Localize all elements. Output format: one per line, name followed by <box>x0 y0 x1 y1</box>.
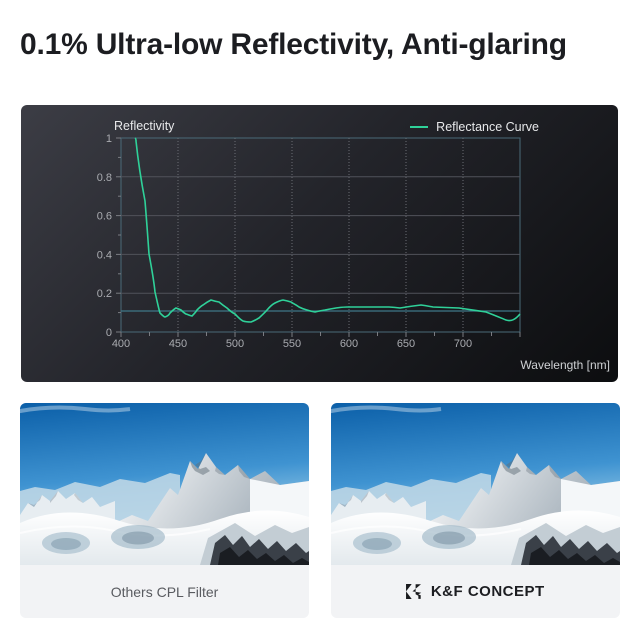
svg-text:400: 400 <box>112 338 130 350</box>
svg-text:550: 550 <box>283 338 301 350</box>
svg-text:0.8: 0.8 <box>97 172 112 184</box>
svg-text:0.2: 0.2 <box>97 288 112 300</box>
svg-text:600: 600 <box>340 338 358 350</box>
svg-text:0.6: 0.6 <box>97 211 112 223</box>
svg-text:1: 1 <box>106 133 112 145</box>
svg-text:450: 450 <box>169 338 187 350</box>
svg-text:700: 700 <box>454 338 472 350</box>
svg-text:650: 650 <box>397 338 415 350</box>
svg-text:0.4: 0.4 <box>97 249 112 261</box>
svg-text:500: 500 <box>226 338 244 350</box>
